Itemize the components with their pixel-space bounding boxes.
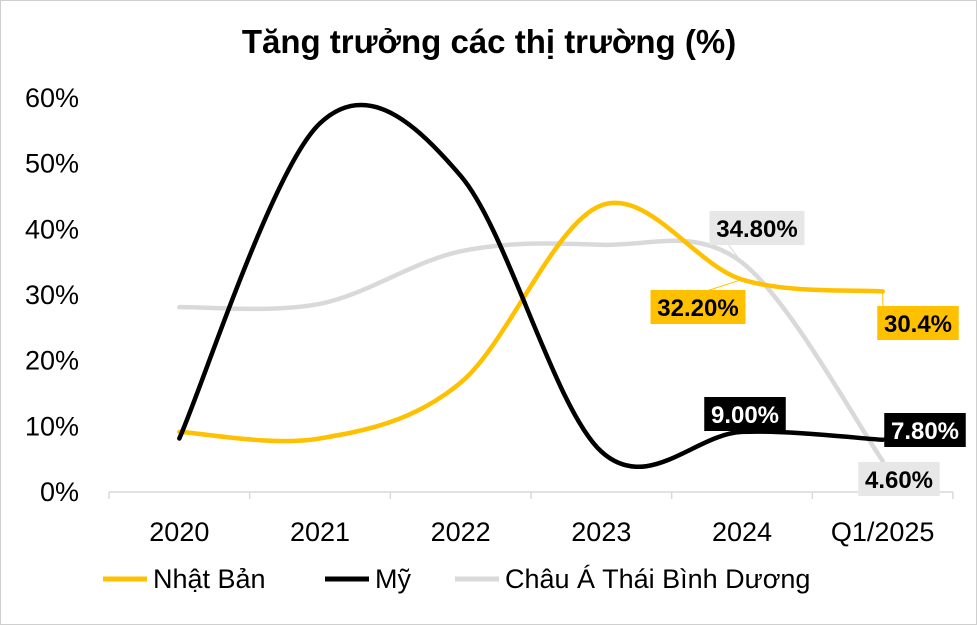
x-tick-label: 2024 <box>712 517 772 547</box>
data-label-text: 9.00% <box>711 402 779 429</box>
chart-title: Tăng trưởng các thị trường (%) <box>242 23 736 60</box>
data-label-chau-a-thai-binh-duong: 4.60% <box>858 460 940 496</box>
data-label-box <box>704 397 786 431</box>
legend-label: Châu Á Thái Bình Dương <box>505 564 810 594</box>
data-labels: 32.20% 30.4% 9.00% 7.80% 34.80% 4.60% <box>650 211 966 496</box>
data-label-nhat-ban: 30.4% <box>877 291 959 340</box>
legend-item-my: Mỹ <box>325 564 411 594</box>
data-label-my: 7.80% <box>882 413 966 447</box>
y-tick-label: 40% <box>25 214 79 244</box>
legend-item-nhat-ban: Nhật Bản <box>103 564 266 594</box>
data-label-box <box>858 462 940 496</box>
y-tick-label: 60% <box>25 83 79 113</box>
series-line-nhat-ban <box>177 200 885 444</box>
data-label-box <box>650 290 746 324</box>
y-tick-label: 30% <box>25 280 79 310</box>
y-tick-label: 50% <box>25 149 79 179</box>
data-label-box <box>884 413 966 447</box>
series-line-chau-a-thai-binh-duong <box>177 238 885 464</box>
y-tick-label: 0% <box>40 477 79 507</box>
legend: Nhật Bản Mỹ Châu Á Thái Bình Dương <box>103 564 810 594</box>
y-tick-label: 10% <box>25 411 79 441</box>
data-label-my: 9.00% <box>704 397 786 433</box>
data-label-text: 7.80% <box>891 418 959 445</box>
data-label-text: 34.80% <box>716 216 797 243</box>
data-label-text: 4.60% <box>865 467 933 494</box>
y-tick-label: 20% <box>25 346 79 376</box>
data-label-box <box>877 306 959 340</box>
data-label-box <box>709 211 805 245</box>
x-tick-label: Q1/2025 <box>831 517 935 547</box>
data-label-chau-a-thai-binh-duong: 34.80% <box>709 211 805 263</box>
x-tick-label: 2021 <box>290 517 350 547</box>
x-tick-label: 2023 <box>571 517 631 547</box>
data-label-nhat-ban: 32.20% <box>650 279 746 324</box>
legend-item-chau-a-thai-binh-duong: Châu Á Thái Bình Dương <box>455 564 810 594</box>
legend-label: Nhật Bản <box>153 564 266 594</box>
x-tick-label: 2022 <box>431 517 491 547</box>
data-label-text: 30.4% <box>884 311 952 338</box>
x-axis: 2020 2021 2022 2023 2024 Q1/2025 <box>108 491 954 547</box>
data-label-text: 32.20% <box>657 295 738 322</box>
legend-label: Mỹ <box>375 564 411 594</box>
y-axis: 0% 10% 20% 30% 40% 50% 60% <box>25 83 79 507</box>
x-tick-label: 2020 <box>149 517 209 547</box>
